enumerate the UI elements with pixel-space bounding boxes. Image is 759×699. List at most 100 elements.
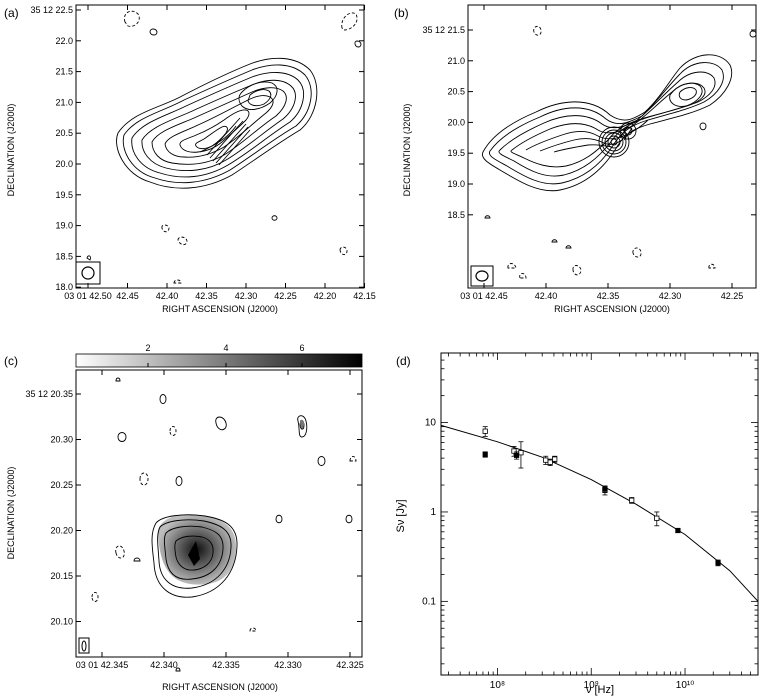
- x-tick-label: 42.35: [597, 291, 620, 301]
- y-tick-label: 10: [425, 418, 437, 429]
- data-point: [543, 455, 549, 465]
- panel-a-beam-box: [75, 261, 101, 285]
- x-tick-label: 42.20: [314, 291, 337, 301]
- data-point: [518, 441, 524, 469]
- open-square-marker: [547, 459, 553, 465]
- colorbar-tick-label: 2: [145, 343, 150, 353]
- x-tick-label: 42.45: [116, 291, 139, 301]
- y-tick-label: 20.15: [50, 571, 73, 581]
- colorbar-tick-label: 6: [299, 343, 304, 353]
- panel-b-ylabel: DECLINATION (J2000): [402, 104, 412, 197]
- y-tick-label: 21.5: [55, 67, 73, 77]
- panel-a-frame: [75, 4, 365, 289]
- x-tick-label: 42.25: [274, 291, 297, 301]
- y-tick-label: 20.5: [447, 87, 465, 97]
- open-square-marker: [518, 450, 524, 456]
- x-tick-label: 42.30: [659, 291, 682, 301]
- panel-b: (b) 03 01 42.45 42.40 42.35 42.30 42.25 35 1…: [394, 4, 757, 314]
- y-tick-label: 35 12 21.5: [422, 25, 465, 35]
- x-tick-label: 42.330: [274, 660, 302, 670]
- panel-c-beam-box: [78, 637, 90, 654]
- y-tick-label: 20.25: [50, 480, 73, 490]
- data-point: [654, 511, 660, 527]
- y-tick-label: 20.30: [50, 435, 73, 445]
- colorbar: [75, 353, 363, 368]
- y-tick-label: 20.0: [447, 117, 465, 127]
- fit-curve: [440, 424, 759, 602]
- panel-a: (a) 03 01 42.50 42.45 42.40 42.35 42.30 42.25…: [4, 4, 376, 314]
- filled-square-marker: [514, 452, 520, 458]
- data-point: [482, 426, 488, 437]
- panel-a-contours: [86, 10, 362, 284]
- y-tick-label: 20.10: [50, 617, 73, 627]
- x-tick-label: 42.15: [353, 291, 376, 301]
- panel-b-beam: [475, 270, 489, 282]
- data-point: [552, 455, 558, 463]
- panel-d-label: (d): [396, 354, 411, 368]
- filled-square-marker: [715, 560, 721, 566]
- x-tick-label: 10⁹: [584, 680, 599, 691]
- x-tick-label: 42.40: [156, 291, 179, 301]
- filled-square-marker: [675, 527, 681, 534]
- panel-c-xlabel: RIGHT ASCENSION (J2000): [162, 682, 278, 692]
- panel-a-beam: [81, 266, 95, 280]
- panel-c-label: (c): [4, 354, 18, 368]
- data-point: [715, 559, 721, 567]
- x-tick-label: 10⁸: [490, 680, 505, 691]
- colorbar-tick-label: 4: [223, 343, 228, 353]
- data-point: [629, 497, 635, 504]
- y-tick-label: 18.5: [447, 210, 465, 220]
- y-tick-label: 20.5: [55, 128, 73, 138]
- x-tick-label: 42.340: [150, 660, 178, 670]
- y-tick-label: 0.1: [422, 596, 436, 607]
- panel-d-points: [482, 426, 721, 567]
- open-square-marker: [543, 457, 549, 463]
- y-tick-label: 19.5: [447, 148, 465, 158]
- y-tick-label: 21.0: [55, 97, 73, 107]
- panel-d: (d) 10⁸ 10⁹ 10¹⁰ 0.1 1 10 ν [Hz] Sν [Jy]: [395, 352, 759, 696]
- y-tick-label: 18.0: [55, 282, 73, 292]
- open-square-marker: [552, 456, 558, 462]
- open-square-marker: [482, 428, 488, 434]
- data-point: [675, 527, 681, 534]
- panel-c-ylabel: DECLINATION (J2000): [6, 467, 16, 560]
- panel-c-frame: [75, 369, 363, 658]
- panel-b-xlabel: RIGHT ASCENSION (J2000): [554, 304, 670, 314]
- panel-d-ticks: 10⁸ 10⁹ 10¹⁰ 0.1 1 10: [422, 352, 759, 691]
- y-tick-label: 21.0: [447, 56, 465, 66]
- filled-square-marker: [602, 486, 608, 492]
- x-tick-label: 03 01 42.345: [76, 660, 129, 670]
- panel-b-frame: [467, 4, 757, 289]
- panel-c-beam: [81, 640, 87, 652]
- open-square-marker: [511, 448, 517, 454]
- y-tick-label: 22.0: [55, 36, 73, 46]
- x-tick-label: 03 01 42.50: [64, 291, 112, 301]
- panel-c-image: [91, 377, 357, 672]
- panel-b-beam-box: [470, 265, 494, 287]
- y-tick-label: 19.5: [55, 190, 73, 200]
- y-tick-label: 20.0: [55, 159, 73, 169]
- x-tick-label: 42.30: [235, 291, 258, 301]
- y-tick-label: 19.0: [55, 221, 73, 231]
- panel-a-xlabel: RIGHT ASCENSION (J2000): [162, 304, 278, 314]
- x-tick-label: 03 01 42.45: [460, 291, 508, 301]
- panel-a-yticks: 35 12 22.5 22.0 21.5 21.0 20.5 20.0 19.5 19.0 18…: [30, 5, 364, 292]
- panel-d-ylabel: Sν [Jy]: [395, 499, 407, 532]
- y-tick-label: 1: [430, 507, 436, 518]
- data-point: [514, 451, 520, 460]
- data-point: [602, 485, 608, 493]
- panel-c-yticks: 35 12 20.35 20.30 20.25 20.20 20.15 20.10: [25, 389, 362, 627]
- x-tick-label: 42.335: [212, 660, 240, 670]
- y-tick-label: 18.5: [55, 251, 73, 261]
- panel-a-xticks: 03 01 42.50 42.45 42.40 42.35 42.30 42.25 42.2…: [64, 5, 376, 301]
- x-tick-label: 42.35: [195, 291, 218, 301]
- panel-d-fit-curve: [440, 424, 759, 602]
- open-square-marker: [629, 497, 635, 503]
- filled-square-marker: [482, 451, 488, 458]
- x-tick-label: 10¹⁰: [676, 680, 694, 691]
- data-point: [482, 451, 488, 458]
- panel-b-xticks: 03 01 42.45 42.40 42.35 42.30 42.25: [460, 5, 743, 301]
- x-tick-label: 42.325: [336, 660, 364, 670]
- open-square-marker: [654, 515, 660, 521]
- y-tick-label: 20.20: [50, 526, 73, 536]
